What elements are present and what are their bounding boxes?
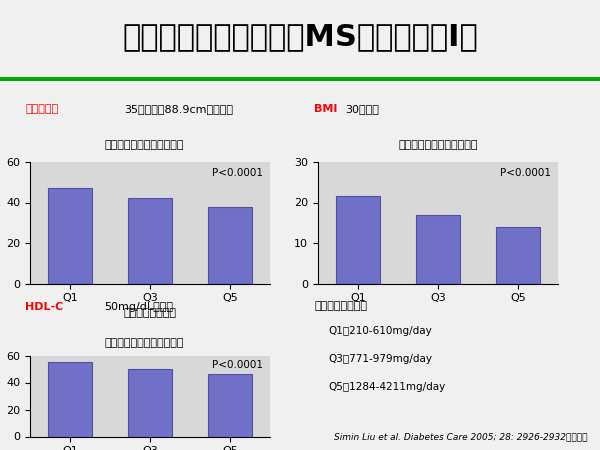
Text: Q3：771-979mg/day: Q3：771-979mg/day (329, 355, 433, 365)
Text: Q1：210-610mg/day: Q1：210-610mg/day (329, 326, 433, 336)
Bar (128, 369, 172, 436)
Bar (496, 227, 540, 284)
Bar (208, 374, 252, 436)
Text: Q5：1284-4211mg/day: Q5：1284-4211mg/day (329, 382, 446, 392)
Bar (48, 362, 92, 436)
Bar (336, 196, 380, 284)
Text: P<0.0001: P<0.0001 (500, 168, 551, 178)
Text: ウエスト囲: ウエスト囲 (25, 104, 58, 114)
Text: カルシウム摂取量: カルシウム摂取量 (314, 302, 367, 311)
Bar (208, 207, 252, 284)
Text: あてはまる者の割合（％）: あてはまる者の割合（％） (104, 338, 184, 348)
Text: P<0.0001: P<0.0001 (212, 168, 263, 178)
Bar (416, 215, 460, 284)
Text: あてはまる者の割合（％）: あてはまる者の割合（％） (104, 140, 184, 150)
Text: BMI: BMI (314, 104, 337, 114)
Text: Simin Liu et al. Diabetes Care 2005; 28: 2926-2932より作図: Simin Liu et al. Diabetes Care 2005; 28:… (335, 432, 588, 441)
Text: 30以上に: 30以上に (345, 104, 379, 114)
Text: カルシウム摂取状況とMS関連項目（Ⅰ）: カルシウム摂取状況とMS関連項目（Ⅰ） (122, 22, 478, 51)
Text: カルシウム摂取量: カルシウム摂取量 (124, 308, 176, 318)
Text: P<0.0001: P<0.0001 (212, 360, 263, 369)
Bar (48, 188, 92, 284)
Text: HDL-C: HDL-C (25, 302, 64, 312)
Text: 50mg/dL以下に: 50mg/dL以下に (104, 302, 173, 312)
Bar (128, 198, 172, 284)
Text: あてはまる者の割合（％）: あてはまる者の割合（％） (398, 140, 478, 150)
Text: 35インチ（88.9cm）以上に: 35インチ（88.9cm）以上に (124, 104, 233, 114)
